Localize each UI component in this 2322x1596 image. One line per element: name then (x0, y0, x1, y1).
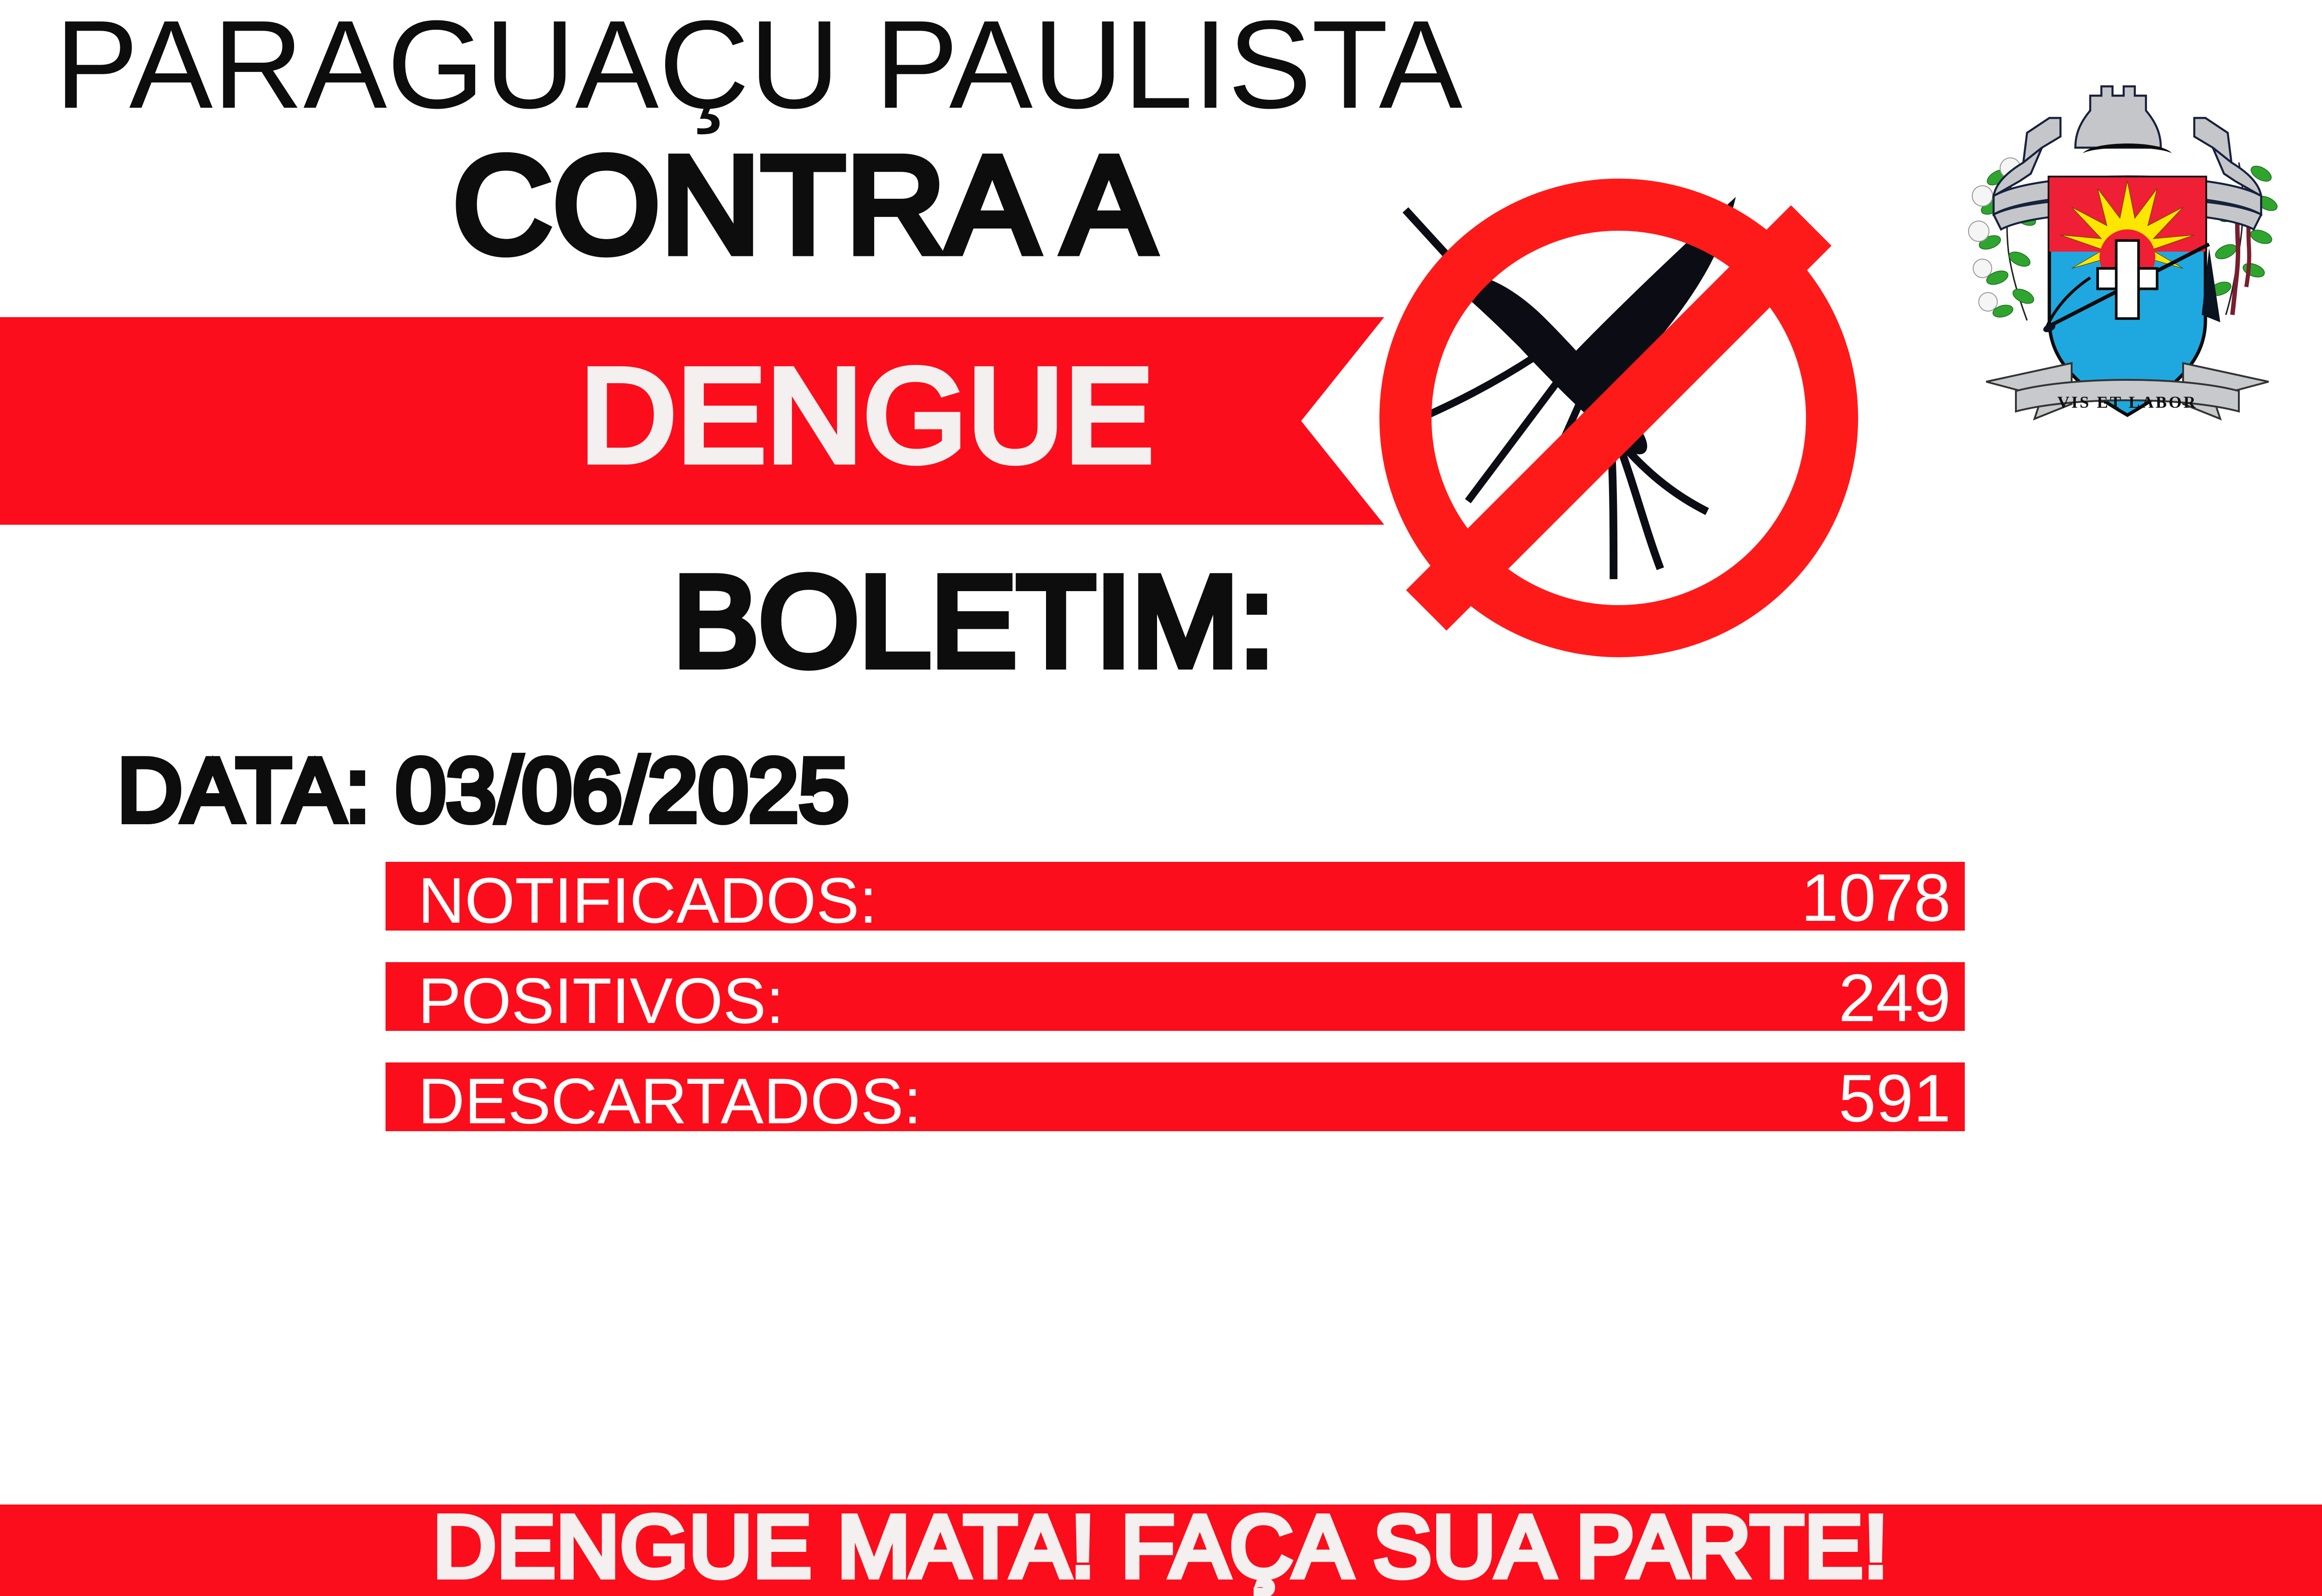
svg-text:VIS ET LABOR: VIS ET LABOR (2057, 393, 2197, 411)
